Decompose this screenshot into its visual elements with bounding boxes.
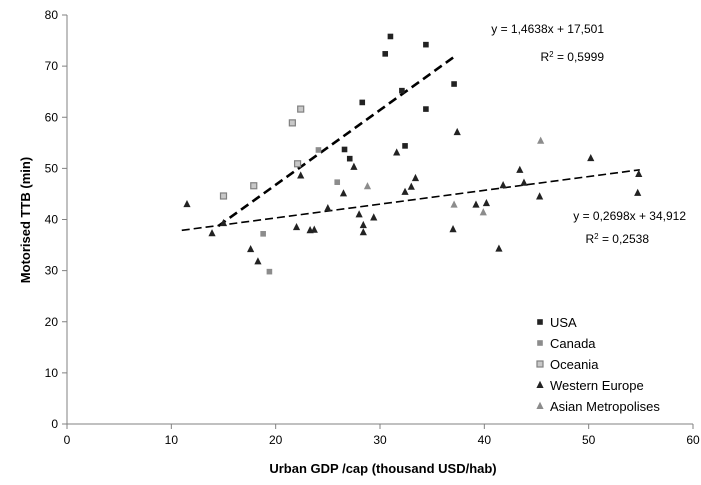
y-tick-label: 80 — [45, 8, 59, 22]
western-europe-point — [254, 257, 262, 265]
usa-point — [341, 146, 348, 153]
trendline-2-label: y = 0,2698x + 34,912 R2 = 0,2538 — [573, 209, 686, 246]
usa-point — [402, 143, 408, 149]
western-europe-point — [536, 192, 544, 200]
trendline-1-r2: R2 = 0,5999 — [540, 50, 604, 65]
y-axis-ticks: 0 10 20 30 40 50 60 70 80 — [45, 8, 67, 431]
x-tick-label: 60 — [686, 433, 700, 447]
x-tick-label: 10 — [165, 433, 179, 447]
legend-label-oceania: Oceania — [550, 357, 599, 372]
usa-point — [423, 41, 429, 48]
western-europe-point — [339, 189, 348, 197]
western-europe-point — [219, 218, 228, 227]
legend-marker-usa — [537, 319, 543, 325]
asian-metropolises-point — [363, 182, 372, 190]
oceania-point — [293, 160, 302, 168]
x-tick-label: 30 — [373, 433, 387, 447]
legend-label-western-europe: Western Europe — [550, 378, 644, 393]
asian-metropolises-point — [450, 200, 458, 208]
y-tick-label: 0 — [51, 417, 58, 431]
usa-point — [359, 99, 366, 106]
trendlines — [181, 54, 640, 232]
canada-point — [266, 268, 273, 275]
legend-label-asian-metropolises: Asian Metropolises — [550, 399, 660, 414]
y-tick-label: 40 — [45, 213, 59, 227]
usa-point — [387, 33, 394, 40]
usa-point — [399, 87, 405, 94]
x-tick-label: 0 — [64, 433, 71, 447]
legend-marker-asian-metropolises — [536, 401, 544, 409]
western-europe-point — [310, 225, 318, 233]
western-europe-point — [324, 204, 332, 212]
legend-marker-oceania — [536, 360, 544, 368]
western-europe-point — [359, 228, 367, 236]
western-europe-point — [401, 187, 409, 195]
x-tick-label: 50 — [582, 433, 596, 447]
legend: USA Canada Oceania Western Europe Asian Metr… — [536, 315, 660, 414]
western-europe-point — [635, 169, 643, 177]
trendline-1-equation: y = 1,4638x + 17,501 — [491, 22, 604, 36]
x-axis-ticks: 0 10 20 30 40 50 60 — [64, 424, 700, 447]
western-europe-point — [495, 244, 503, 252]
trendline-2 — [181, 168, 640, 232]
y-tick-label: 20 — [45, 315, 59, 329]
trendline-2-equation: y = 0,2698x + 34,912 — [573, 209, 686, 223]
y-tick-label: 60 — [45, 110, 59, 124]
western-europe-point — [370, 213, 378, 221]
western-europe-point — [472, 200, 480, 208]
oceania-point — [288, 119, 296, 127]
western-europe-point — [449, 225, 457, 233]
trendline-1 — [217, 54, 457, 228]
y-tick-label: 50 — [45, 161, 59, 175]
western-europe-point — [407, 182, 415, 190]
usa-point — [346, 155, 353, 162]
legend-label-canada: Canada — [550, 336, 596, 351]
western-europe-point — [297, 171, 305, 179]
western-europe-point — [516, 165, 524, 173]
y-tick-label: 70 — [45, 59, 59, 73]
western-europe-point — [411, 173, 420, 182]
usa-point — [423, 106, 429, 112]
canada-point — [260, 231, 266, 237]
western-europe-point — [499, 181, 507, 189]
canada-point — [315, 147, 322, 153]
legend-label-usa: USA — [550, 315, 577, 330]
western-europe-point — [208, 229, 216, 237]
oceania-point — [297, 105, 305, 113]
western-europe-point — [634, 188, 642, 196]
oceania-point — [250, 182, 258, 190]
western-europe-point — [355, 210, 363, 218]
x-tick-label: 20 — [269, 433, 283, 447]
data-points — [183, 33, 643, 275]
western-europe-point — [587, 153, 595, 162]
usa-point — [382, 51, 389, 57]
western-europe-point — [520, 178, 528, 186]
western-europe-point — [359, 220, 367, 229]
trendline-1-label: y = 1,4638x + 17,501 R2 = 0,5999 — [491, 22, 604, 64]
x-tick-label: 40 — [478, 433, 492, 447]
usa-point — [451, 81, 457, 87]
western-europe-point — [393, 148, 401, 156]
y-tick-label: 10 — [45, 366, 59, 380]
canada-point — [334, 179, 341, 185]
y-tick-label: 30 — [45, 264, 59, 278]
western-europe-point — [247, 244, 255, 253]
western-europe-point — [453, 127, 461, 136]
legend-marker-western-europe — [536, 380, 544, 388]
legend-marker-canada — [537, 340, 543, 346]
oceania-point — [219, 192, 228, 200]
western-europe-point — [350, 162, 358, 170]
y-axis-title: Motorised TTB (min) — [18, 157, 33, 283]
western-europe-point — [183, 199, 191, 208]
western-europe-point — [482, 198, 491, 207]
x-axis-title: Urban GDP /cap (thousand USD/hab) — [269, 461, 496, 476]
trendline-2-r2: R2 = 0,2538 — [585, 232, 649, 247]
asian-metropolises-point — [537, 136, 545, 144]
asian-metropolises-point — [479, 208, 487, 216]
western-europe-point — [292, 222, 301, 231]
